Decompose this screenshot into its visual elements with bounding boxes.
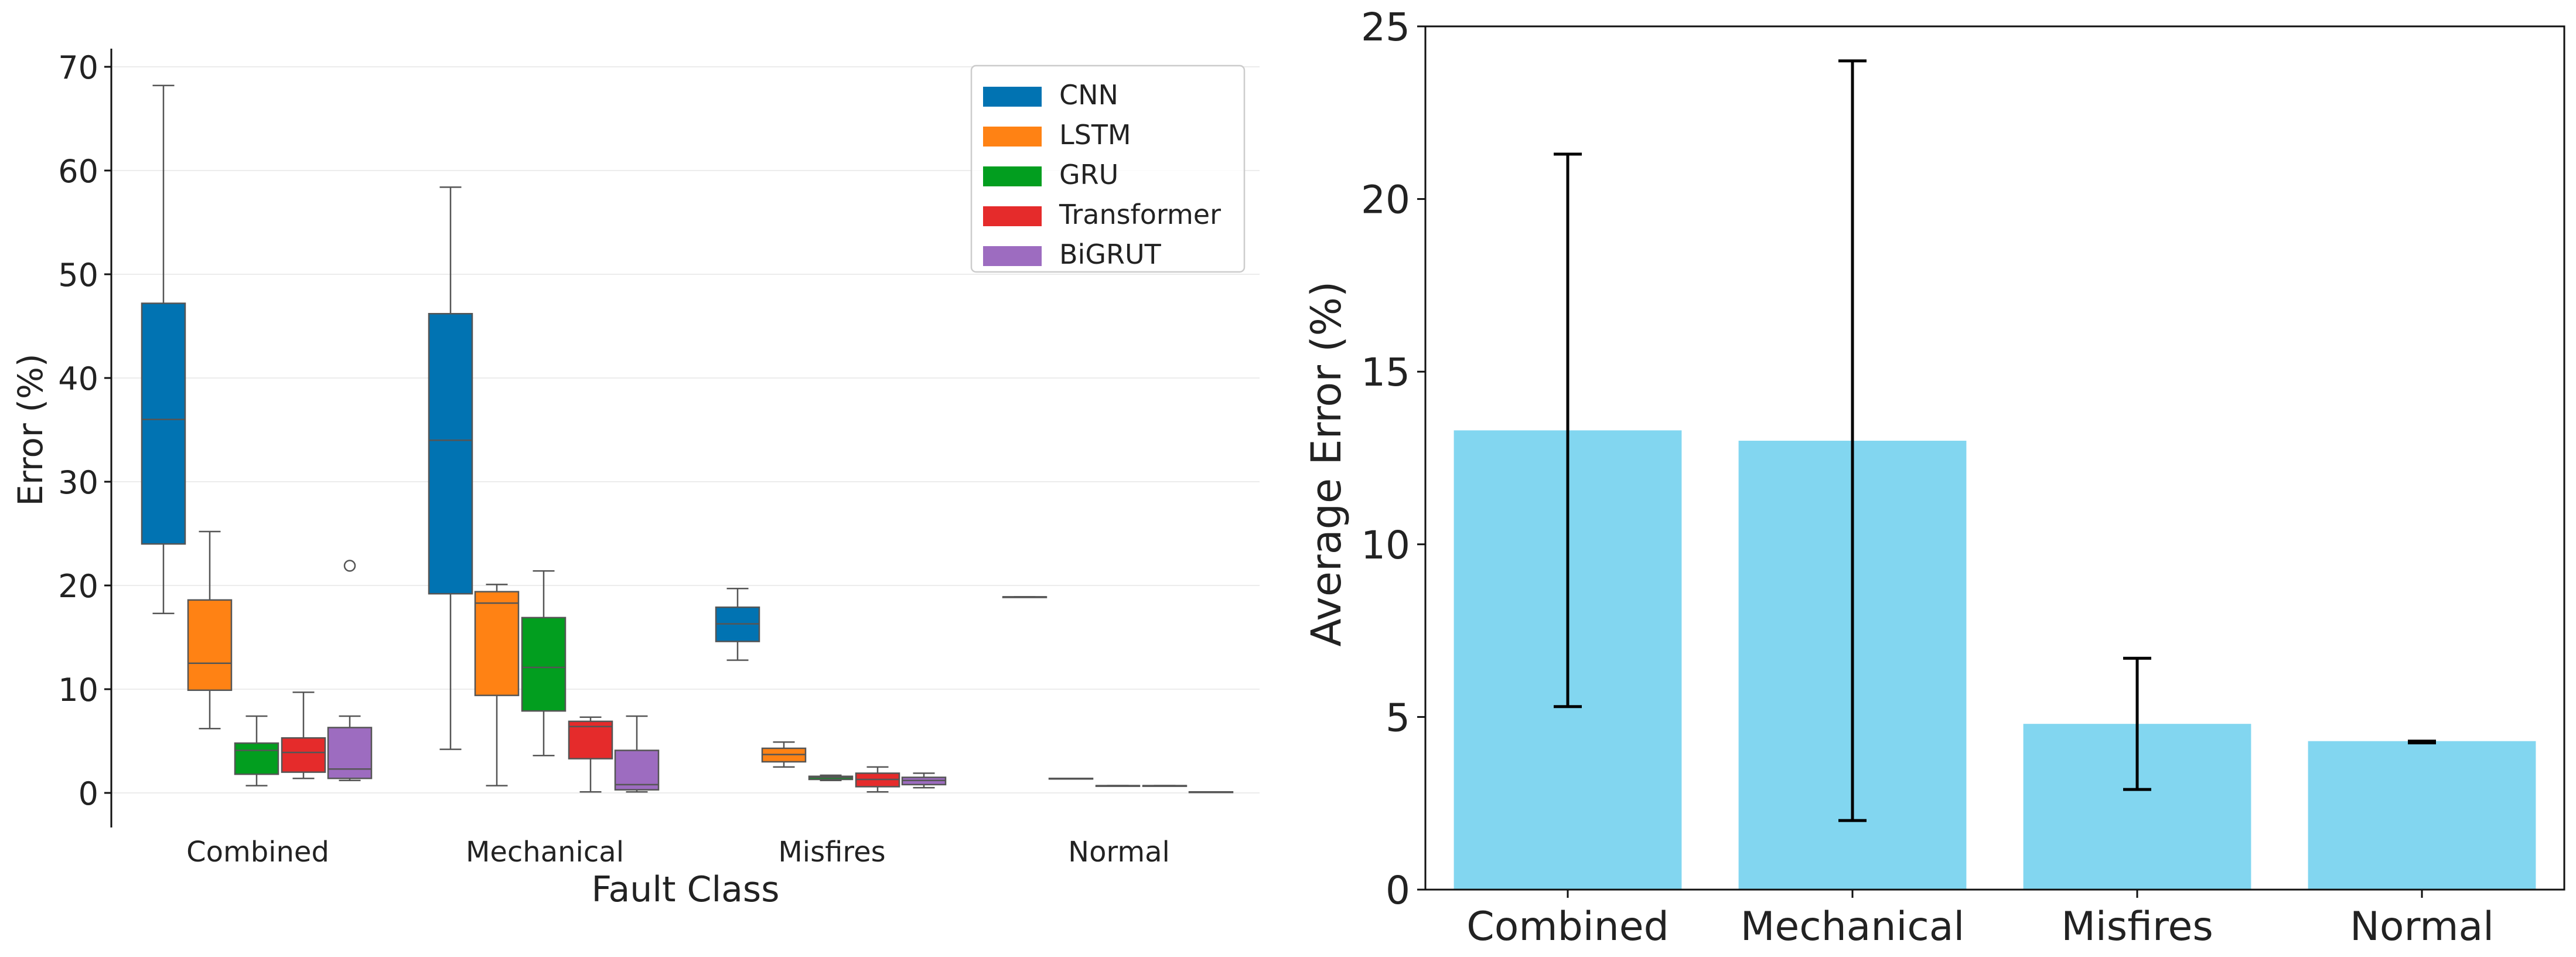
box-iqr [521, 617, 567, 712]
box-lstm-misfires [761, 741, 807, 768]
x-tick-label: Normal [1068, 836, 1170, 869]
y-tick-label: 70 [58, 49, 98, 86]
y-tick-label: 15 [1361, 350, 1410, 395]
y-tick-label: 50 [58, 257, 98, 294]
y-tick-label: 0 [79, 775, 98, 812]
x-tick-label: Misfires [778, 836, 885, 869]
box-gru-combined [234, 715, 279, 786]
box-gru-mechanical [521, 570, 567, 757]
x-tick-label: Mechanical [1741, 904, 1965, 950]
box-bigrut-mechanical [614, 715, 660, 793]
y-tick-label: 20 [1361, 178, 1410, 223]
box-iqr [281, 737, 326, 773]
box-gru-misfires [808, 774, 854, 782]
error-bar-combined [1554, 152, 1582, 709]
box-cnn-combined [141, 84, 186, 615]
x-tick-label: Normal [2350, 904, 2494, 950]
box-lstm-normal [1048, 777, 1094, 780]
y-tick-label: 20 [58, 568, 98, 605]
y-tick-label: 0 [1386, 868, 1410, 913]
box-iqr [428, 313, 473, 595]
x-axis-label: Fault Class [592, 869, 780, 910]
box-bigrut-misfires [901, 772, 947, 789]
y-tick-label: 30 [58, 464, 98, 501]
box-transformer-combined [281, 692, 326, 779]
y-tick-label: 10 [58, 672, 98, 709]
bar-normal [2308, 741, 2536, 890]
legend-label-cnn: CNN [1059, 79, 1118, 111]
box-plot-chart: 0 10 20 30 40 50 60 70 Error (%) Combined Mechanic… [11, 49, 1260, 910]
outlier-point [343, 560, 356, 572]
box-iqr [568, 720, 613, 760]
error-bar-normal [2408, 740, 2436, 745]
x-tick-label: Mechanical [466, 836, 624, 869]
box-iqr [187, 599, 233, 692]
x-tick-label: Combined [186, 836, 329, 869]
plot-frame [1424, 25, 2565, 891]
box-lstm-combined [187, 530, 233, 730]
y-tick-label: 60 [58, 153, 98, 190]
legend-label-lstm: LSTM [1059, 119, 1131, 151]
legend-swatch-cnn [983, 87, 1042, 107]
box-lstm-mechanical [474, 583, 520, 786]
box-iqr [141, 302, 186, 545]
legend-swatch-bigrut [983, 246, 1042, 266]
y-tick-label: 5 [1386, 695, 1410, 740]
legend-swatch-transformer [983, 206, 1042, 226]
y-axis-label: Average Error (%) [1302, 281, 1350, 647]
box-transformer-misfires [855, 766, 900, 793]
legend-label-gru: GRU [1059, 159, 1118, 190]
box-cnn-mechanical [428, 186, 473, 750]
box-bigrut-combined [327, 560, 373, 782]
error-bar-mechanical [1838, 59, 1867, 822]
y-tick-label: 10 [1361, 523, 1410, 568]
legend-label-transformer: Transformer [1059, 199, 1221, 230]
y-tick-label: 25 [1361, 5, 1410, 50]
box-cnn-misfires [715, 588, 760, 661]
box-iqr [614, 750, 660, 791]
y-axis-label: Error (%) [11, 353, 50, 506]
box-iqr [234, 742, 279, 775]
legend-label-bigrut: BiGRUT [1059, 239, 1162, 270]
legend: CNN LSTM GRU Transformer BiGRUT [970, 64, 1246, 273]
x-tick-label: Misfires [2061, 904, 2213, 950]
legend-swatch-gru [983, 166, 1042, 186]
error-bar-misfires [2123, 656, 2151, 791]
x-tick-label: Combined [1466, 904, 1669, 950]
box-transformer-mechanical [568, 716, 613, 793]
box-iqr [474, 591, 520, 696]
y-tick-label: 40 [58, 360, 98, 397]
box-iqr [327, 727, 373, 779]
bar-chart: 0 5 10 15 20 25 Average Error (%) Combined Mecha… [1302, 5, 2565, 950]
legend-swatch-lstm [983, 127, 1042, 147]
